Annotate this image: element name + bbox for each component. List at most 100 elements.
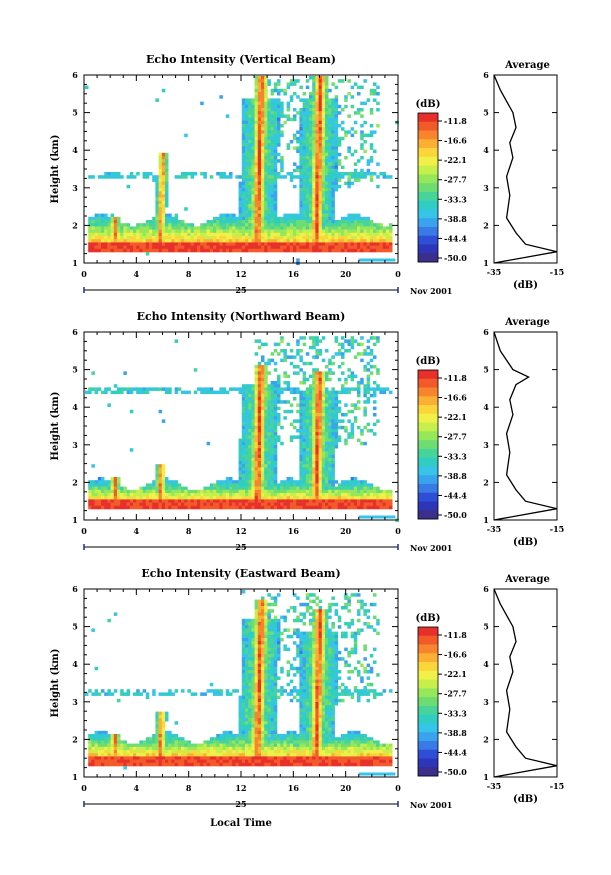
colorbar-label: -16.6	[444, 650, 467, 660]
y-tick-label: 1	[72, 772, 78, 782]
y-tick-label: 4	[72, 402, 78, 412]
y-tick-label: 6	[72, 584, 78, 594]
colorbar-swatch	[418, 644, 438, 654]
y-tick-label: 3	[72, 183, 78, 193]
colorbar-swatch	[418, 457, 438, 467]
date-line-ends	[83, 287, 399, 293]
colorbar-swatch	[418, 662, 438, 672]
colorbar-swatch	[418, 165, 438, 175]
colorbar-frame	[417, 369, 439, 520]
average-x-tick-label: -15	[550, 781, 564, 791]
colorbar-frame	[417, 112, 439, 263]
y-tick-label: 2	[72, 477, 78, 487]
heatmap-cells	[85, 76, 399, 266]
colorbar-swatch	[418, 714, 438, 724]
colorbar-unit: (dB)	[416, 356, 441, 367]
colorbar-swatch	[418, 121, 438, 131]
colorbar-swatch	[418, 723, 438, 733]
average-y-tick-label: 3	[483, 183, 489, 193]
date-month-year-label: Nov 2001	[410, 543, 452, 553]
x-tick-label: 20	[340, 526, 352, 536]
colorbar-swatch	[418, 370, 438, 380]
ground-strip	[358, 515, 396, 519]
colorbar-swatch	[418, 483, 438, 494]
average-x-tick-label: -15	[550, 524, 564, 534]
colorbar-label: -27.7	[444, 175, 467, 185]
y-tick-label: 2	[72, 734, 78, 744]
colorbar-label: -44.4	[444, 233, 467, 243]
y-axis-label: Height (km)	[50, 649, 61, 718]
date-day-label: 25	[235, 799, 246, 809]
colorbar-swatch	[418, 475, 438, 485]
colorbar-swatch	[418, 688, 438, 698]
colorbar-swatch	[418, 431, 438, 441]
average-title: Average	[504, 574, 550, 585]
average-y-tick-label: 1	[483, 515, 489, 525]
y-tick-label: 6	[72, 70, 78, 80]
colorbar-unit: (dB)	[416, 99, 441, 110]
colorbar-label: -50.0	[444, 253, 467, 263]
colorbar-swatch	[418, 653, 438, 663]
colorbar-label: -11.8	[444, 116, 467, 126]
colorbar-label: -38.8	[444, 728, 467, 738]
date-line-ends	[83, 544, 399, 550]
x-tick-label: 4	[134, 269, 140, 279]
y-tick-label: 4	[72, 145, 78, 155]
average-frame	[493, 588, 558, 778]
average-frame	[493, 74, 558, 264]
average-y-tick-label: 2	[483, 477, 489, 487]
colorbar-swatch	[418, 492, 438, 502]
average-title: Average	[504, 60, 550, 71]
colorbar-label: -44.4	[444, 747, 467, 757]
average-y-tick-label: 4	[483, 402, 489, 412]
colorbar-swatch	[418, 732, 438, 742]
average-x-tick-label: -35	[487, 267, 501, 277]
average-y-tick-label: 2	[483, 734, 489, 744]
y-axis-label: Height (km)	[50, 392, 61, 461]
colorbar-swatch	[418, 378, 438, 388]
colorbar-swatch	[418, 405, 438, 415]
colorbar-swatch	[418, 670, 438, 680]
average-y-tick-label: 6	[483, 584, 489, 594]
colorbar-swatch	[418, 635, 438, 645]
colorbar-unit: (dB)	[416, 613, 441, 624]
x-tick-label: 0	[81, 526, 87, 536]
colorbar-label: -38.8	[444, 214, 467, 224]
average-x-label: (dB)	[513, 794, 538, 805]
colorbar-swatch	[418, 697, 438, 707]
x-tick-label: 12	[235, 783, 246, 793]
x-tick-label: 20	[340, 269, 352, 279]
colorbar-label: -16.6	[444, 136, 467, 146]
colorbar-swatch	[418, 396, 438, 406]
x-tick-label: 0	[395, 783, 401, 793]
y-tick-label: 3	[72, 440, 78, 450]
average-y-tick-label: 5	[483, 365, 489, 375]
heatmap-cells	[85, 590, 393, 770]
colorbar-swatch	[418, 749, 438, 759]
colorbar-swatch	[418, 501, 438, 511]
y-tick-label: 3	[72, 697, 78, 707]
y-tick-label: 5	[72, 622, 78, 632]
colorbar-swatch	[418, 253, 438, 263]
x-axis-label: Local Time	[210, 818, 272, 829]
colorbar-swatch	[418, 705, 438, 716]
colorbar-swatch	[418, 200, 438, 210]
y-tick-label: 1	[72, 515, 78, 525]
x-tick-label: 20	[340, 783, 352, 793]
colorbar-swatch	[418, 209, 438, 219]
average-y-tick-label: 6	[483, 70, 489, 80]
date-day-label: 25	[235, 285, 246, 295]
y-tick-label: 5	[72, 365, 78, 375]
colorbar-swatch	[418, 191, 438, 202]
average-x-tick-label: -15	[550, 267, 564, 277]
colorbar-swatch	[418, 679, 438, 689]
colorbar-swatch	[418, 440, 438, 450]
average-y-tick-label: 3	[483, 697, 489, 707]
x-tick-label: 16	[288, 783, 300, 793]
y-tick-label: 6	[72, 327, 78, 337]
ground-strip	[358, 258, 396, 262]
colorbar-label: -22.1	[444, 155, 467, 165]
colorbar-swatch	[418, 235, 438, 245]
